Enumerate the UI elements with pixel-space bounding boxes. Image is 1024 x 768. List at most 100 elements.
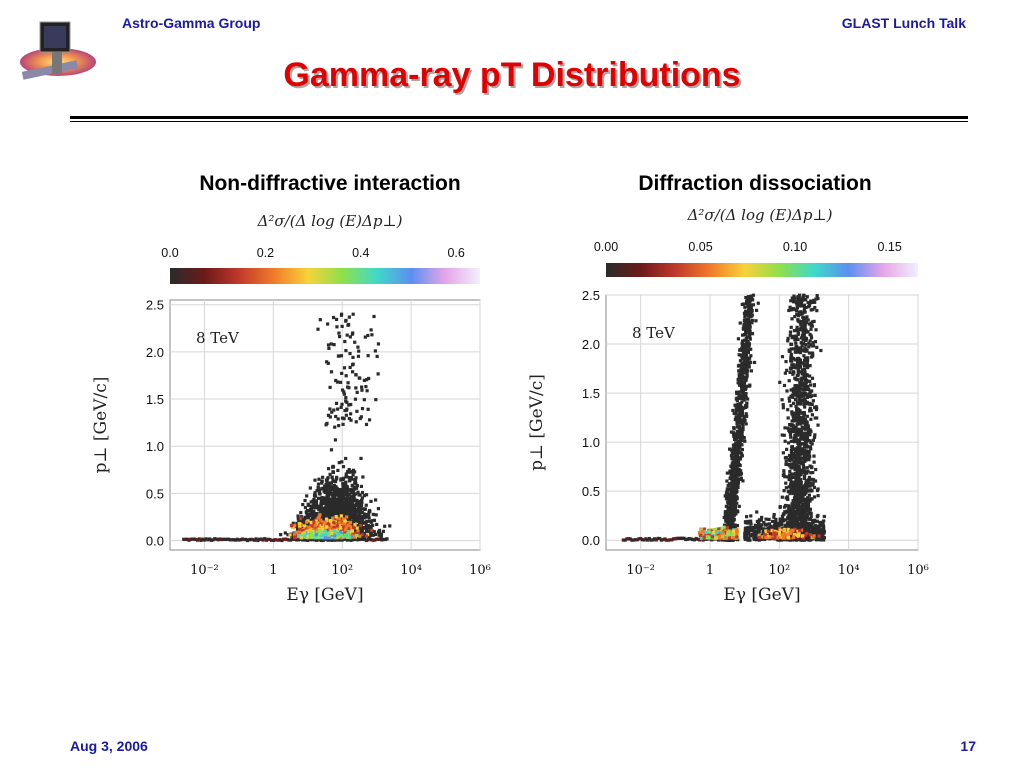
- density-cell: [335, 487, 339, 491]
- density-cell: [796, 460, 801, 465]
- density-cell: [739, 381, 743, 385]
- density-cell: [722, 523, 727, 527]
- density-cell: [712, 530, 716, 535]
- density-cell: [717, 527, 721, 531]
- density-cell: [327, 526, 331, 530]
- density-cell: [340, 416, 345, 420]
- density-cell: [778, 519, 782, 523]
- density-cell: [347, 416, 351, 421]
- density-cell: [345, 407, 349, 411]
- density-cell: [742, 396, 746, 400]
- density-cell: [625, 537, 629, 541]
- density-cell: [741, 377, 745, 381]
- density-cell: [312, 514, 316, 518]
- density-cell: [282, 537, 286, 541]
- density-cell: [332, 529, 336, 533]
- density-cell: [327, 514, 331, 518]
- density-cell: [787, 396, 791, 400]
- density-cell: [349, 412, 353, 416]
- density-cell: [711, 528, 715, 532]
- density-cell: [735, 530, 739, 534]
- density-cell: [343, 482, 347, 486]
- density-cell: [813, 305, 817, 310]
- density-cell: [353, 478, 357, 482]
- density-cell: [355, 533, 359, 538]
- density-cell: [338, 507, 342, 511]
- density-cell: [344, 374, 348, 378]
- density-cell: [337, 490, 342, 495]
- density-cell: [249, 537, 253, 541]
- density-cell: [787, 379, 791, 383]
- density-cell: [736, 439, 740, 443]
- density-cell: [323, 502, 327, 506]
- density-cell: [358, 522, 363, 526]
- density-cell: [320, 506, 324, 510]
- density-cell: [339, 504, 344, 508]
- density-cell: [375, 522, 379, 527]
- density-cell: [259, 537, 263, 541]
- density-cell: [350, 538, 354, 542]
- density-cell: [702, 535, 706, 539]
- density-cell: [385, 537, 389, 541]
- density-cell: [747, 308, 751, 312]
- density-cell: [743, 365, 747, 369]
- density-cell: [804, 437, 808, 441]
- density-cell: [724, 531, 728, 535]
- density-cell: [734, 478, 738, 483]
- density-cell: [789, 435, 793, 439]
- density-cell: [311, 503, 315, 508]
- density-cell: [339, 533, 343, 538]
- density-cell: [725, 487, 729, 491]
- density-cell: [729, 454, 734, 458]
- density-cell: [742, 318, 746, 323]
- density-cell: [340, 538, 344, 542]
- density-cell: [296, 538, 301, 542]
- density-cell: [696, 537, 700, 541]
- density-cell: [713, 528, 717, 532]
- density-cell: [739, 364, 744, 368]
- density-cell: [732, 426, 736, 430]
- density-cell: [733, 523, 737, 527]
- density-cell: [353, 481, 357, 485]
- density-cell: [354, 386, 358, 390]
- density-cell: [291, 521, 295, 525]
- density-cell: [333, 510, 337, 514]
- density-cell: [744, 378, 748, 382]
- density-cell: [748, 311, 753, 315]
- density-cell: [747, 322, 751, 326]
- density-cell: [325, 497, 329, 501]
- colorbar-tick-label: 0.4: [352, 246, 369, 260]
- density-cell: [735, 425, 739, 429]
- density-cell: [742, 322, 746, 326]
- density-cell: [740, 434, 744, 438]
- density-cell: [741, 383, 745, 387]
- density-cell: [806, 358, 810, 363]
- density-cell: [756, 301, 760, 305]
- density-cell: [325, 360, 329, 364]
- density-cell: [747, 356, 752, 360]
- density-cell: [302, 531, 306, 535]
- density-cell: [654, 538, 658, 542]
- density-cell: [727, 517, 731, 521]
- density-cell: [360, 532, 364, 537]
- density-cell: [340, 324, 344, 328]
- colorbar-label: Δ²σ/(Δ log (E)Δp⊥): [687, 206, 833, 224]
- density-cell: [718, 530, 722, 534]
- density-cell: [735, 480, 739, 485]
- density-cell: [731, 480, 735, 485]
- density-cell: [336, 417, 340, 421]
- density-cell: [805, 466, 809, 470]
- density-cell: [739, 469, 743, 473]
- density-cell: [726, 505, 730, 509]
- density-cell: [377, 528, 382, 533]
- density-cell: [340, 460, 344, 464]
- density-cell: [348, 506, 352, 510]
- density-cell: [324, 478, 329, 482]
- density-cell: [630, 538, 634, 542]
- density-cell: [742, 326, 746, 330]
- density-cell: [744, 330, 748, 334]
- density-cell: [364, 493, 369, 497]
- density-cell: [295, 527, 300, 531]
- density-cell: [345, 485, 349, 489]
- density-cell: [304, 516, 309, 520]
